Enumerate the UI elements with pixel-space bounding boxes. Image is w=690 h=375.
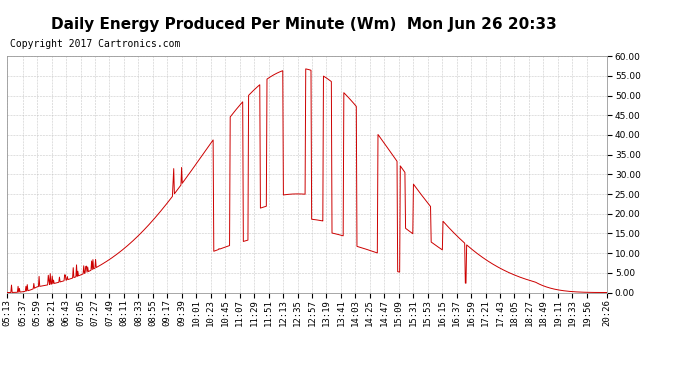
Text: Copyright 2017 Cartronics.com: Copyright 2017 Cartronics.com (10, 39, 181, 50)
Text: Power Produced  (watts/minute): Power Produced (watts/minute) (419, 34, 591, 43)
Text: Daily Energy Produced Per Minute (Wm)  Mon Jun 26 20:33: Daily Energy Produced Per Minute (Wm) Mo… (51, 17, 556, 32)
